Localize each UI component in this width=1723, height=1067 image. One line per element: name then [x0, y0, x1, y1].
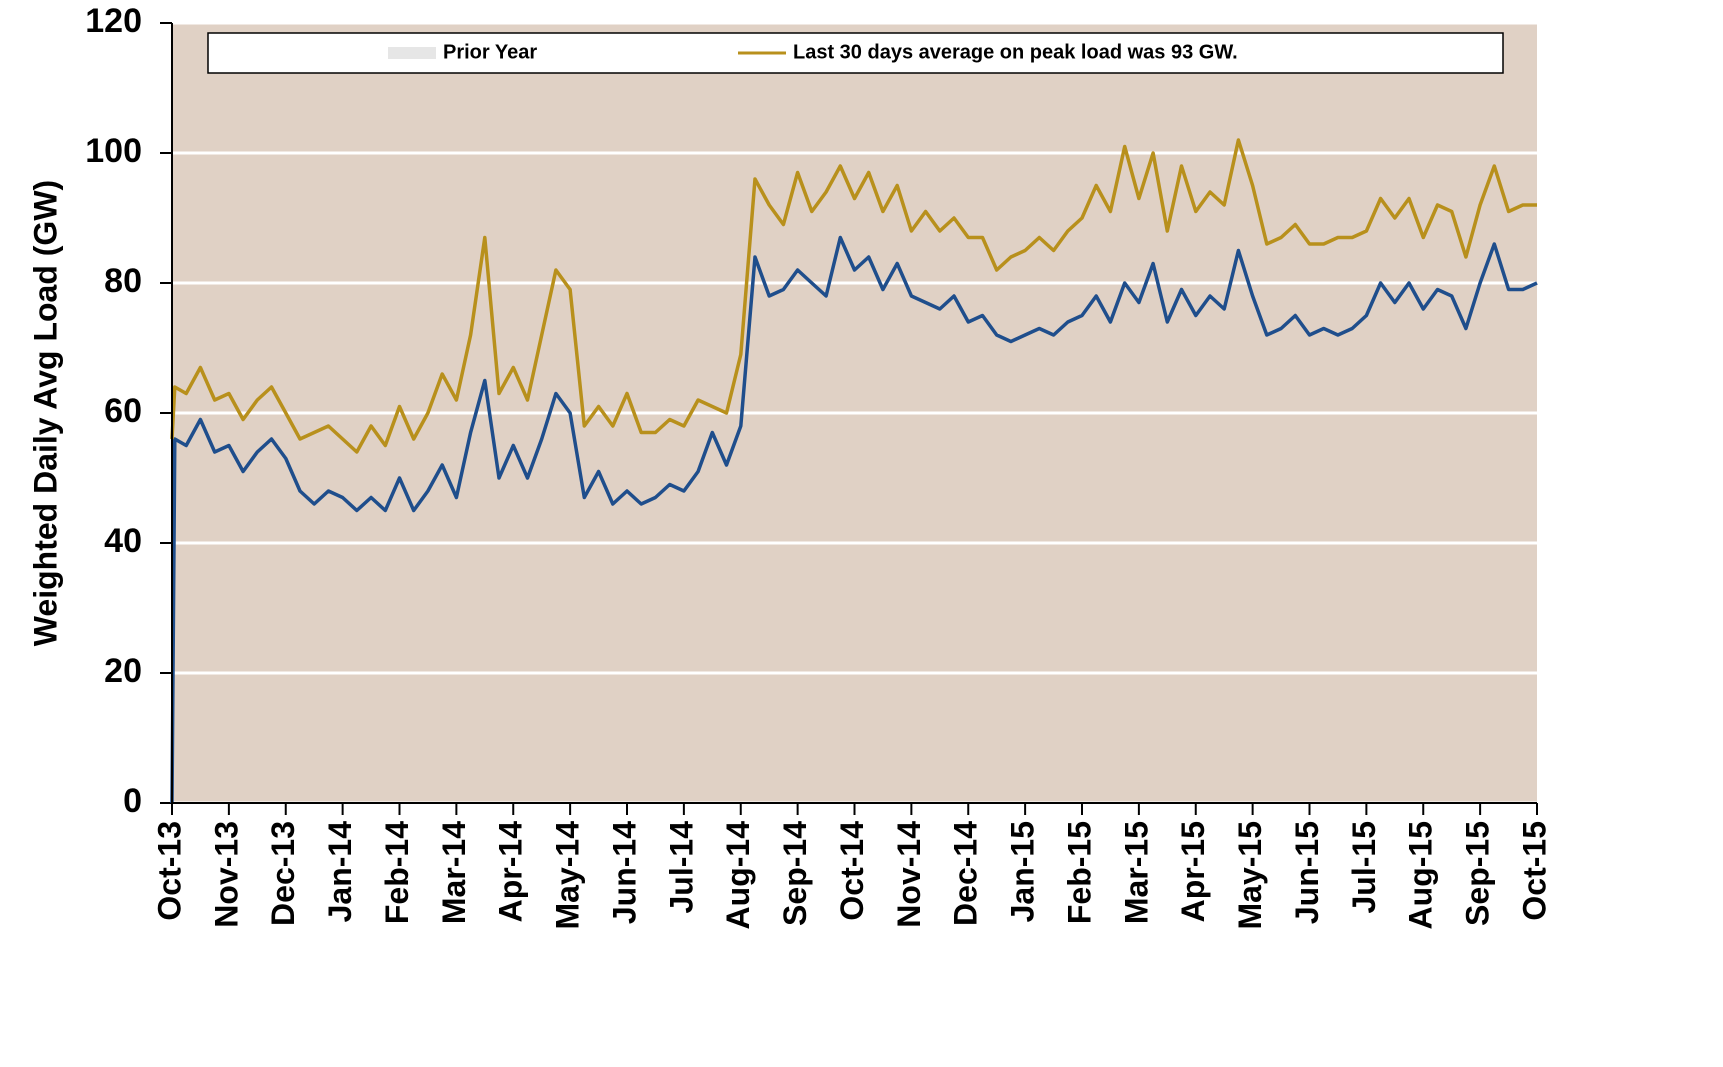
- series-line: [170, 138, 1537, 454]
- x-tick-label: Jul-14: [663, 821, 699, 914]
- x-tick-label: Mar-15: [1118, 821, 1154, 924]
- x-tick-label: May-14: [550, 821, 586, 930]
- x-tick-label: Dec-14: [948, 821, 984, 926]
- x-tick-label: Sep-14: [777, 821, 813, 926]
- x-tick-label: Jan-15: [1005, 821, 1041, 922]
- x-tick-label: Feb-14: [379, 821, 415, 924]
- x-tick-label: Jan-14: [322, 821, 358, 923]
- y-tick-label: 100: [85, 132, 142, 170]
- x-tick-label: Sep-15: [1460, 821, 1496, 926]
- x-tick-label: Aug-14: [720, 821, 756, 930]
- y-tick-label: 40: [104, 522, 142, 560]
- x-tick-label: Jun-15: [1289, 821, 1325, 924]
- x-tick-label: Mar-14: [436, 821, 472, 924]
- x-tick-label: Dec-13: [265, 821, 301, 926]
- x-tick-label: Nov-13: [208, 821, 244, 928]
- y-axis-title: Weighted Daily Avg Load (GW): [27, 180, 63, 646]
- x-tick-label: Jun-14: [606, 821, 642, 924]
- x-tick-label: Oct-15: [1516, 821, 1552, 921]
- y-tick-label: 60: [104, 392, 142, 430]
- x-tick-label: Apr-14: [493, 821, 529, 923]
- x-tick-label: Apr-15: [1175, 821, 1211, 922]
- legend-label: Last 30 days average on peak load was 93…: [793, 41, 1238, 63]
- x-tick-label: Oct-14: [834, 821, 870, 921]
- y-tick-label: 20: [104, 652, 142, 690]
- x-tick-label: Oct-13: [151, 821, 187, 921]
- y-tick-label: 120: [85, 2, 142, 40]
- series-line: [170, 235, 1538, 804]
- x-tick-label: Aug-15: [1403, 821, 1439, 929]
- x-tick-label: Jul-15: [1346, 821, 1382, 913]
- legend-swatch: [388, 47, 436, 59]
- x-tick-label: Feb-15: [1061, 821, 1097, 924]
- y-tick-label: 0: [123, 782, 142, 820]
- x-tick-label: May-15: [1232, 821, 1268, 930]
- x-tick-label: Nov-14: [891, 821, 927, 928]
- legend-label: Prior Year: [443, 41, 537, 63]
- y-tick-label: 80: [104, 262, 142, 300]
